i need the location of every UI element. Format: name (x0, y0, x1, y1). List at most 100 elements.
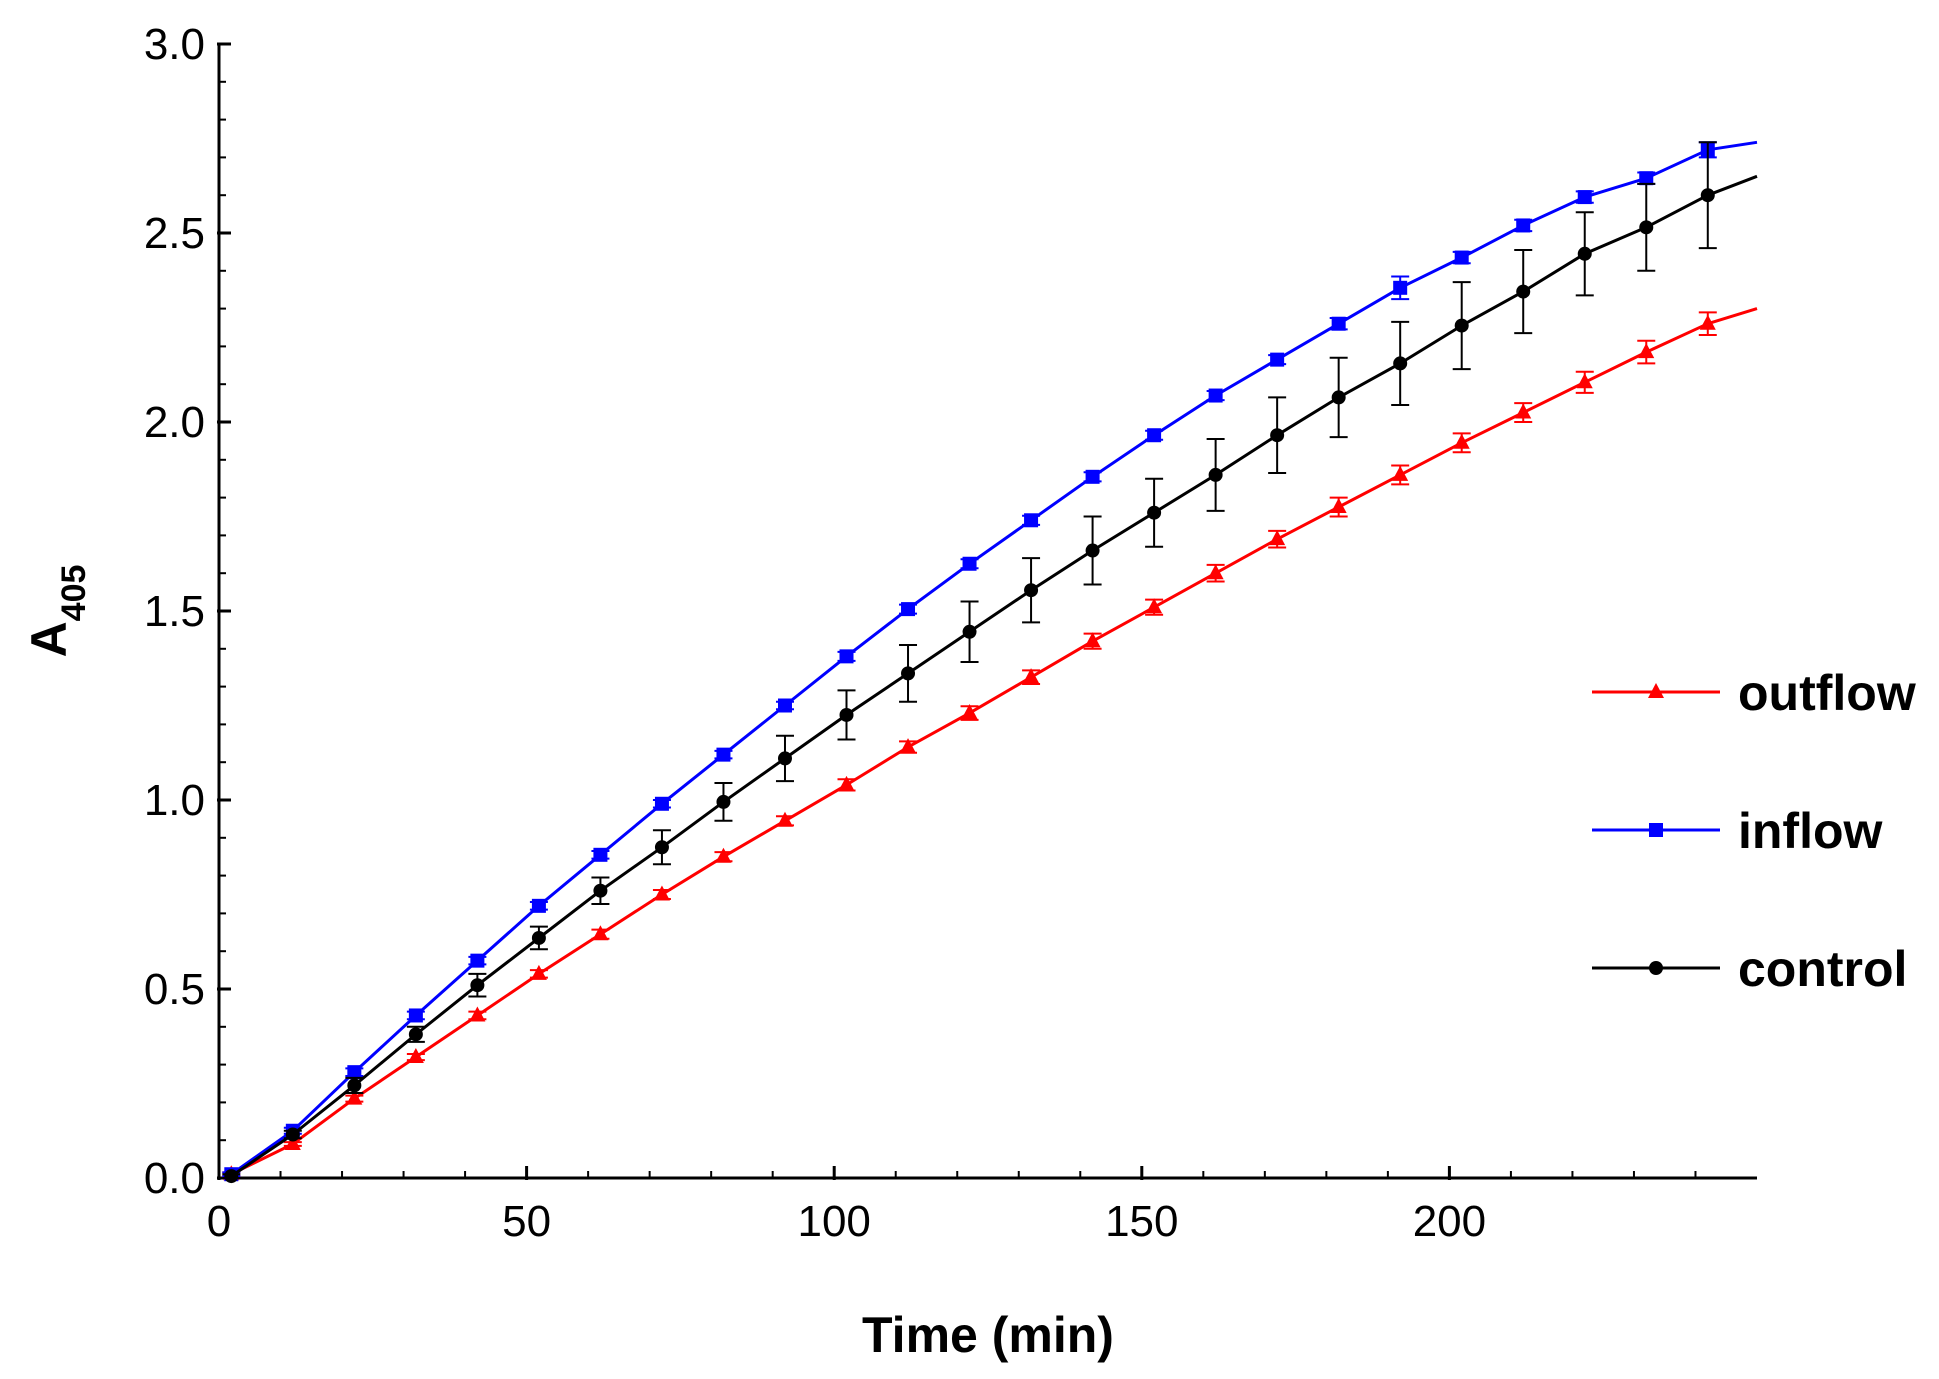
outflow-point (1146, 598, 1163, 614)
outflow-point (592, 925, 609, 941)
axes: 0.0 0.5 1.0 1.5 2.0 2.5 3.0 0 50 100 150 200 (144, 20, 1757, 1246)
inflow-point (777, 698, 792, 713)
y-tick-label: 3.0 (144, 20, 205, 69)
y-axis-title-main: A (21, 621, 77, 657)
control-point (1454, 318, 1469, 333)
control-point (347, 1078, 362, 1093)
inflow-point (1393, 280, 1408, 295)
control-point (593, 883, 608, 898)
inflow-point (1331, 316, 1346, 331)
series-control (222, 141, 1758, 1184)
control-point (1393, 356, 1408, 371)
inflow-point (1024, 513, 1039, 528)
control-point (408, 1027, 423, 1042)
outflow-point (530, 964, 547, 980)
control-point (531, 930, 546, 945)
inflow-point (470, 953, 485, 968)
x-axis-title: Time (min) (862, 1307, 1114, 1363)
outflow-point (469, 1006, 486, 1022)
y-tick-label: 2.5 (144, 209, 205, 258)
x-tick-label: 200 (1413, 1197, 1486, 1246)
outflow-point (1207, 564, 1224, 580)
control-point (1147, 505, 1162, 520)
outflow-point (1269, 530, 1286, 546)
y-tick-label: 1.5 (144, 587, 205, 636)
legend-marker (1648, 683, 1664, 698)
control-point (1700, 188, 1715, 203)
inflow-point (654, 796, 669, 811)
inflow-point (962, 556, 977, 571)
outflow-point (284, 1134, 301, 1150)
outflow-point (653, 885, 670, 901)
y-axis-title-subscript: 405 (55, 565, 93, 622)
outflow-point (1392, 465, 1409, 481)
x-tick-label: 0 (207, 1197, 231, 1246)
inflow-point (839, 649, 854, 664)
inflow-point (901, 602, 916, 617)
outflow-point (1638, 343, 1655, 359)
inflow-point (1147, 428, 1162, 443)
inflow-point (1085, 469, 1100, 484)
inflow-point (1639, 171, 1654, 186)
outflow-point (1576, 373, 1593, 389)
outflow-point (776, 811, 793, 827)
y-tick-label: 2.0 (144, 398, 205, 447)
inflow-point (716, 747, 731, 762)
control-point (901, 666, 916, 681)
y-tick-label: 0.5 (144, 965, 205, 1014)
legend-label: outflow (1738, 665, 1916, 721)
control-point (1577, 246, 1592, 261)
x-tick-label: 100 (797, 1197, 870, 1246)
outflow-point (1699, 314, 1716, 330)
outflow-point (900, 738, 917, 754)
y-tick-label: 1.0 (144, 776, 205, 825)
control-point (285, 1127, 300, 1142)
inflow-point (1577, 190, 1592, 205)
legend-item-control: control (1592, 941, 1907, 997)
y-tick-label: 0.0 (144, 1154, 205, 1203)
control-point (1270, 428, 1285, 443)
inflow-point (1270, 352, 1285, 367)
plot-area (222, 140, 1758, 1184)
control-point (1639, 220, 1654, 235)
control-point (716, 794, 731, 809)
outflow-point (346, 1089, 363, 1105)
control-point (839, 707, 854, 722)
control-point (470, 978, 485, 993)
outflow-point (961, 704, 978, 720)
y-axis-title: A405 (21, 565, 93, 658)
legend-marker (1649, 823, 1663, 837)
control-point (777, 751, 792, 766)
series-outflow (222, 307, 1758, 1181)
inflow-line (230, 140, 1758, 1176)
inflow-point (1454, 250, 1469, 265)
x-tick-label: 50 (502, 1197, 551, 1246)
inflow-point (1516, 218, 1531, 233)
outflow-point (715, 847, 732, 863)
inflow-point (347, 1065, 362, 1080)
outflow-point (407, 1048, 424, 1064)
inflow-point (531, 898, 546, 913)
control-point (1331, 390, 1346, 405)
outflow-point (1515, 403, 1532, 419)
control-point (1208, 467, 1223, 482)
series-inflow (222, 140, 1758, 1182)
outflow-point (1023, 668, 1040, 684)
legend-label: control (1738, 941, 1907, 997)
legend-item-outflow: outflow (1592, 665, 1916, 721)
control-line (230, 174, 1758, 1178)
control-point (224, 1169, 239, 1184)
legend-marker (1649, 961, 1663, 975)
control-point (1024, 583, 1039, 598)
outflow-point (1330, 498, 1347, 514)
outflow-point (838, 775, 855, 791)
legend: outflow inflow control (1592, 665, 1916, 997)
legend-item-inflow: inflow (1592, 803, 1883, 859)
legend-label: inflow (1738, 803, 1883, 859)
inflow-point (408, 1008, 423, 1023)
x-tick-label: 150 (1105, 1197, 1178, 1246)
outflow-point (1084, 632, 1101, 648)
outflow-point (1453, 433, 1470, 449)
control-point (654, 840, 669, 855)
